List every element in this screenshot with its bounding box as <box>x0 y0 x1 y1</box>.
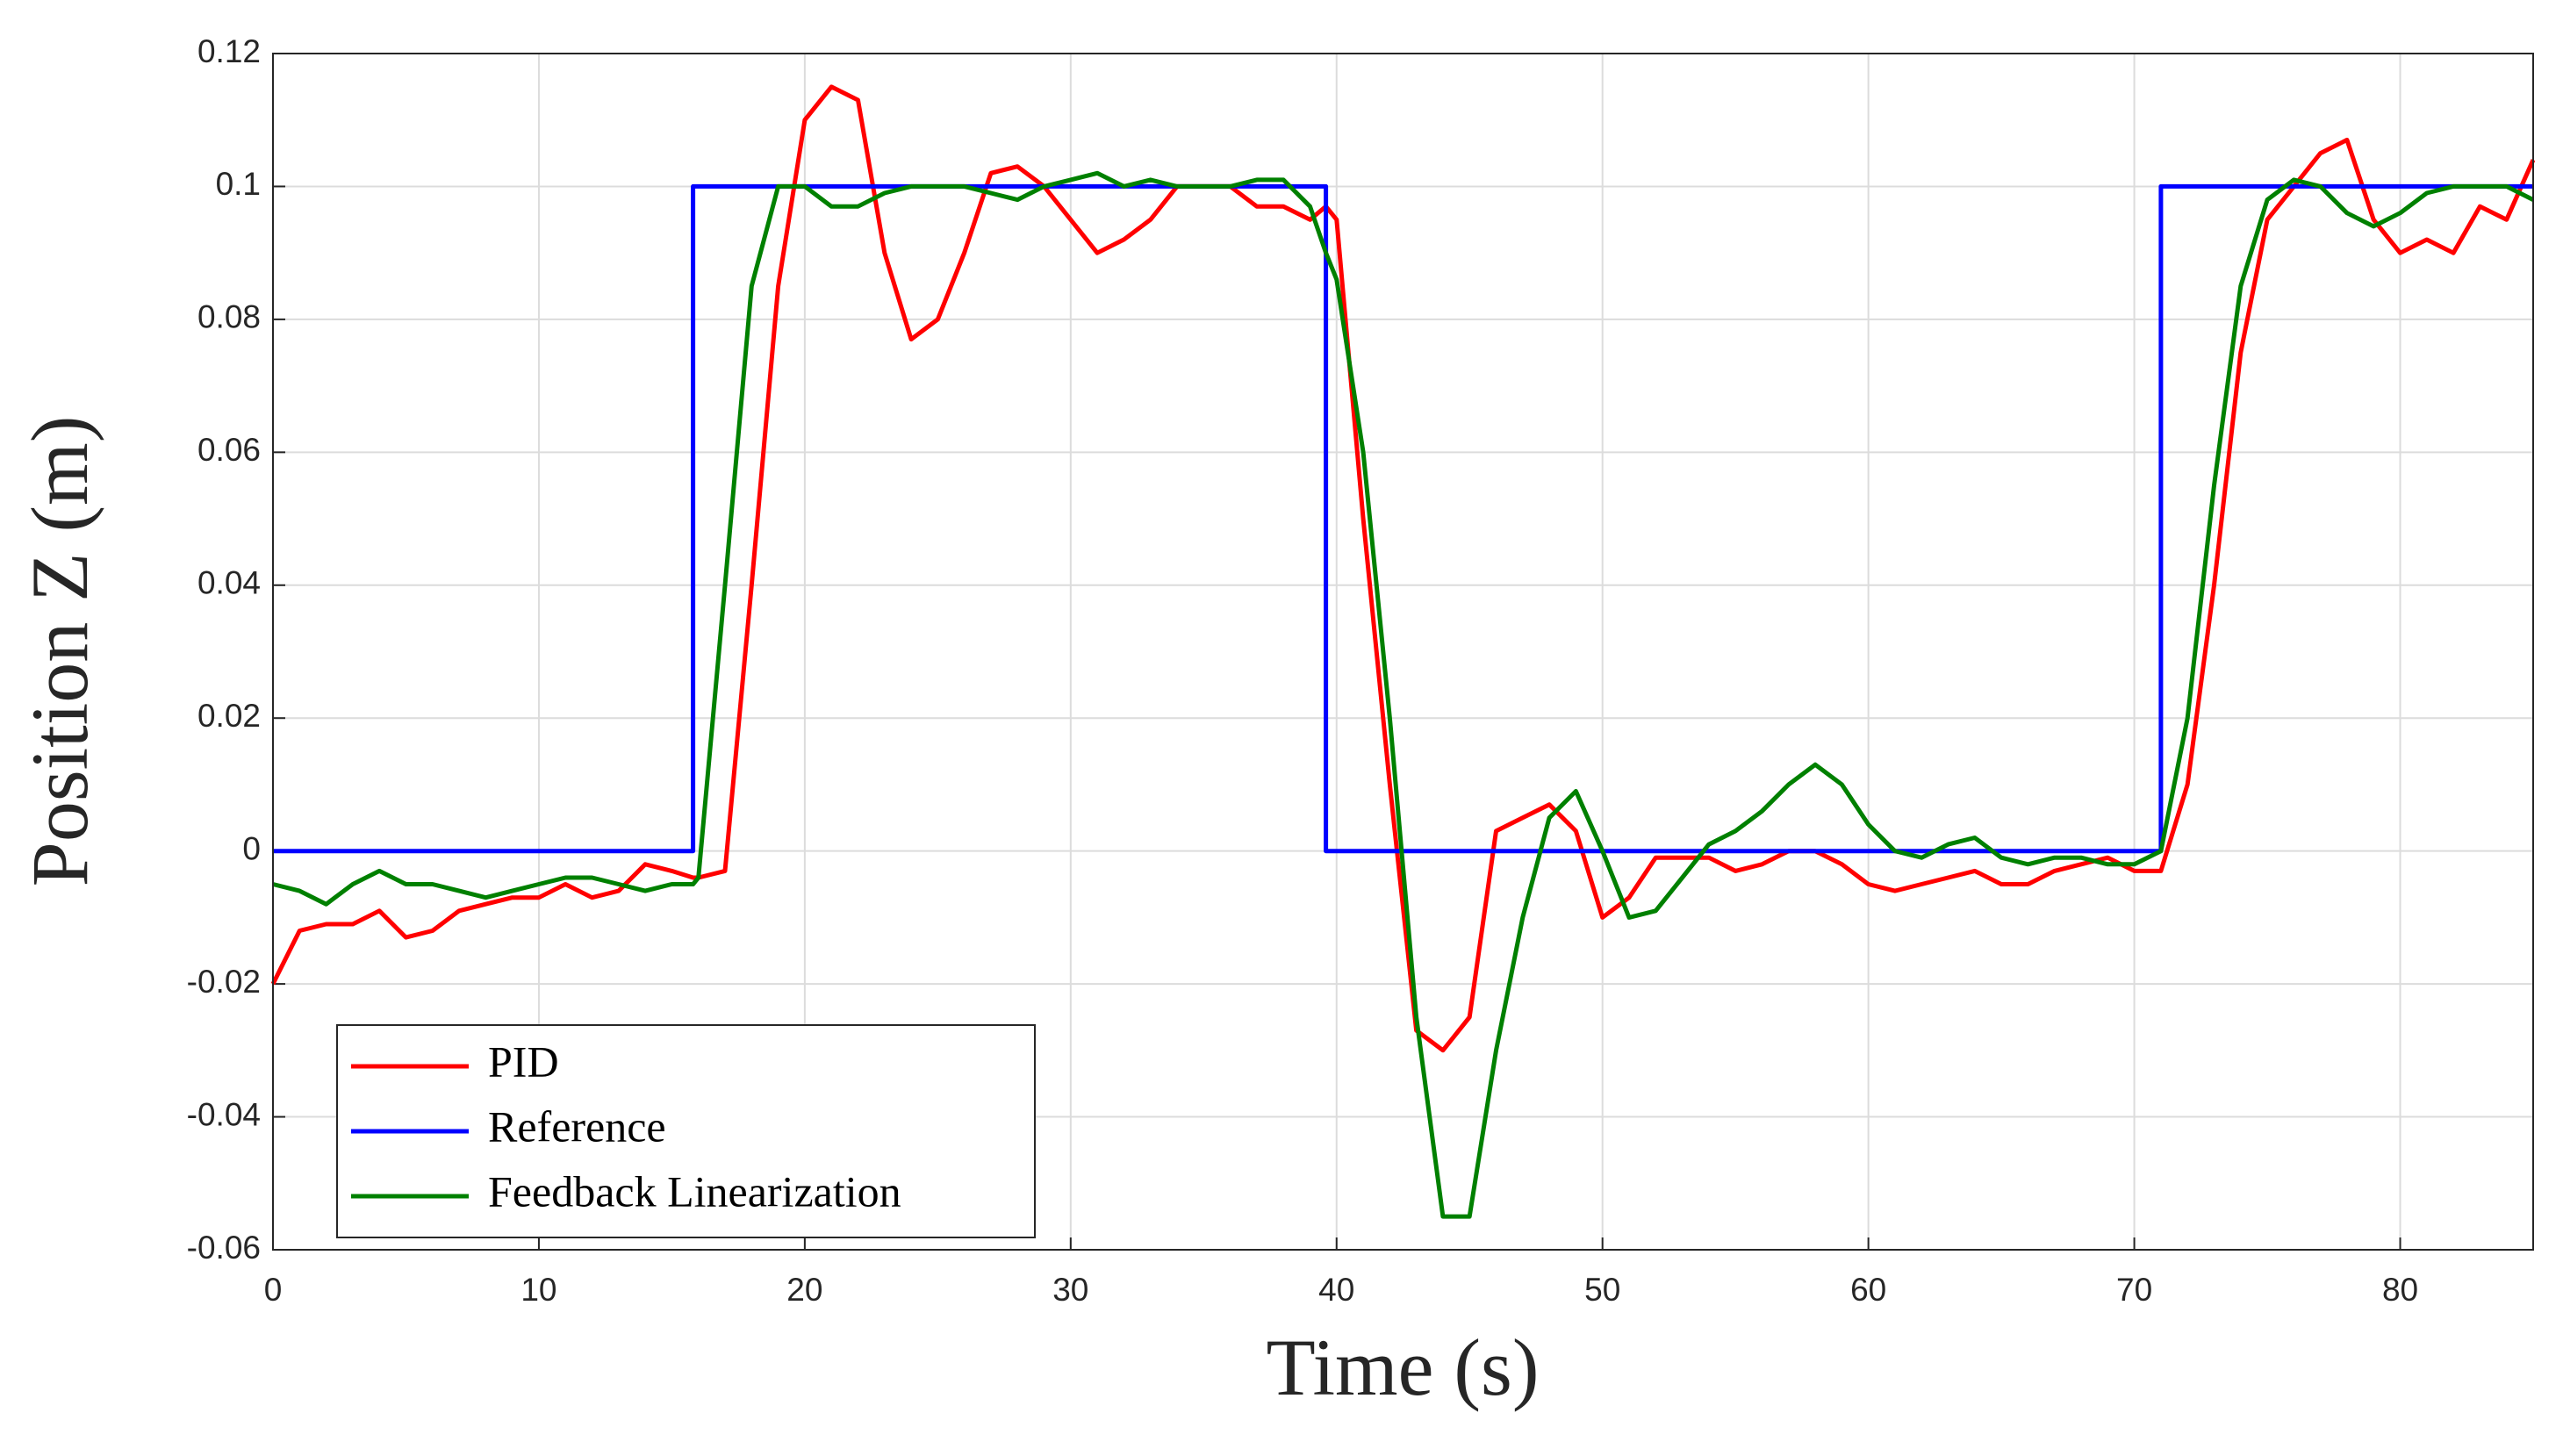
plot-frame <box>272 53 2534 1251</box>
y-tick-label: 0.06 <box>197 432 261 468</box>
x-tick-label: 20 <box>786 1272 822 1308</box>
x-tick-label: 50 <box>1584 1272 1620 1308</box>
x-tick-label: 0 <box>264 1272 283 1308</box>
x-tick-label: 40 <box>1318 1272 1354 1308</box>
y-axis-label: Position Z (m) <box>15 416 104 887</box>
x-tick-label: 30 <box>1052 1272 1088 1308</box>
x-tick-label: 10 <box>520 1272 556 1308</box>
y-tick-label: -0.06 <box>187 1230 261 1266</box>
legend-label: Feedback Linearization <box>488 1166 901 1216</box>
y-tick-label: 0.04 <box>197 565 261 601</box>
legend-label: PID <box>488 1036 559 1086</box>
y-tick-label: -0.02 <box>187 964 261 1000</box>
y-tick-label: 0.12 <box>197 33 261 69</box>
series-line <box>270 84 2536 1053</box>
legend-label: Reference <box>488 1101 666 1151</box>
y-tick-label: 0.08 <box>197 299 261 335</box>
y-tick-label: 0 <box>242 830 261 866</box>
series-line <box>272 170 2535 1219</box>
x-tick-label: 80 <box>2382 1272 2418 1308</box>
y-tick-label: 0.1 <box>216 166 261 202</box>
x-axis-label: Time (s) <box>1267 1323 1540 1412</box>
x-tick-label: 70 <box>2116 1272 2152 1308</box>
y-tick-label: 0.02 <box>197 698 261 734</box>
x-tick-label: 60 <box>1850 1272 1886 1308</box>
y-tick-label: -0.04 <box>187 1096 261 1132</box>
